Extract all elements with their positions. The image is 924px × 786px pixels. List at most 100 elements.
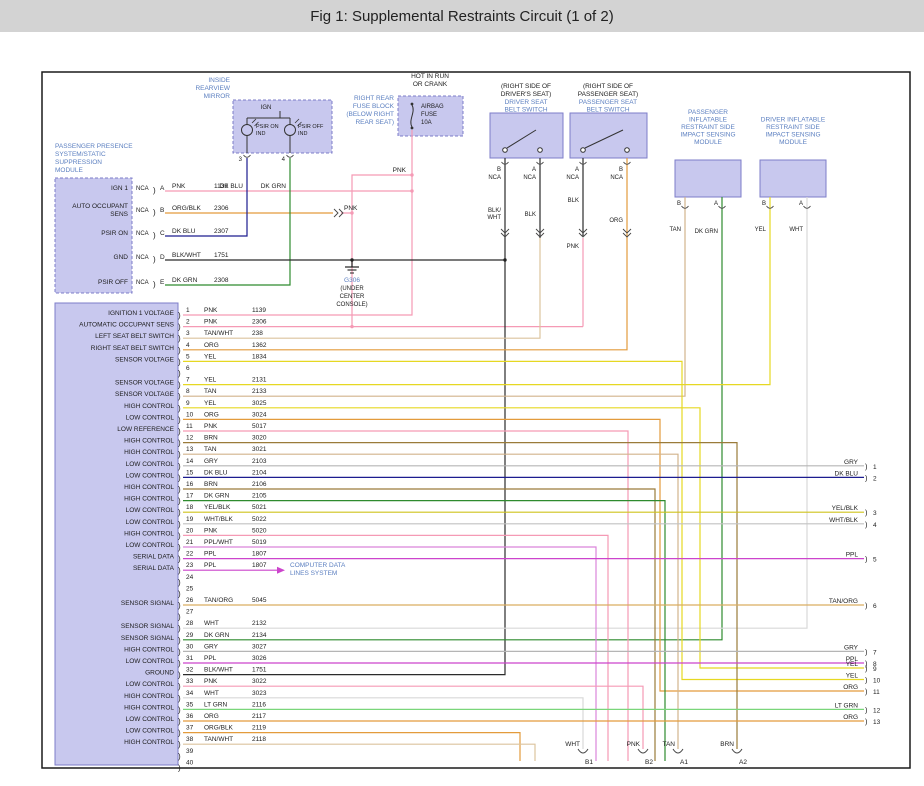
right-exit-number: 2	[873, 475, 877, 482]
ground-location-label: (UNDER	[340, 286, 364, 292]
connector-pin-number: 30	[186, 643, 194, 650]
driver-module-label: DRIVER INFLATABLE	[761, 117, 826, 124]
connector-pin-bracket: )	[178, 369, 181, 378]
connector-signal-label: LOW CONTROL	[126, 542, 175, 549]
connector-pin-bracket: )	[178, 497, 181, 506]
connector-wire-color: PNK	[204, 307, 218, 314]
right-exit-wire-label: YEL	[846, 661, 859, 668]
module-pin-letter: A	[714, 201, 718, 207]
junction-dot	[410, 173, 414, 177]
fuse-block-label: REAR SEAT)	[355, 119, 394, 126]
passenger-module-label: RESTRAINT SIDE	[681, 124, 735, 131]
switch-pin-letter: B	[619, 167, 623, 173]
connector-pin-number: 11	[186, 423, 193, 430]
connector-pin-number: 29	[186, 632, 194, 639]
connector-pin-bracket: )	[178, 381, 181, 390]
connector-pin-number: 38	[186, 736, 194, 743]
connector-signal-label: SENSOR SIGNAL	[121, 635, 174, 642]
connector-pin-number: 16	[186, 481, 194, 488]
connector-pin-number: 22	[186, 551, 194, 558]
connector-circuit-number: 1834	[252, 353, 267, 360]
connector-circuit-number: 3023	[252, 690, 267, 697]
pps-nca-label: NCA	[136, 231, 149, 237]
connector-pin-bracket: )	[178, 462, 181, 471]
wire-dk-grn	[165, 158, 291, 286]
pin-bracket	[243, 154, 251, 158]
connector-pin-bracket: )	[178, 682, 181, 691]
pps-pin-letter: C	[160, 230, 165, 237]
connector-circuit-number: 3020	[252, 435, 267, 442]
connector-wire-color: YEL	[204, 400, 217, 407]
fuse-block-label: (BELOW RIGHT	[346, 111, 394, 118]
pps-wire-color: BLK/WHT	[172, 252, 201, 259]
switch-nca-label: NCA	[523, 175, 536, 181]
connector-wire-color: ORG	[204, 713, 219, 720]
passenger-switch-location-label: PASSENGER SEAT)	[578, 91, 638, 98]
connector-pin-bracket: )	[178, 671, 181, 680]
mirror-label: MIRROR	[204, 93, 231, 100]
pin-bracket	[766, 205, 774, 209]
sdm-connector-block	[54, 302, 179, 766]
pps-pin-bracket: )	[153, 280, 156, 289]
connector-circuit-number: 5020	[252, 527, 267, 534]
connector-pin-bracket: )	[178, 357, 181, 366]
pps-wire-color: ORG/BLK	[172, 205, 202, 212]
wire-tan-wht	[183, 743, 536, 761]
connector-pin-bracket: )	[178, 601, 181, 610]
connector-pin-bracket: )	[178, 578, 181, 587]
wire-brn	[183, 442, 738, 749]
connector-circuit-number: 238	[252, 330, 263, 337]
connector-pin-number: 31	[186, 655, 194, 662]
pps-wire-color: DK GRN	[172, 277, 198, 284]
pps-pin-letter: E	[160, 279, 165, 286]
connector-wire-color: PPL	[204, 655, 217, 662]
connector-circuit-number: 1362	[252, 342, 267, 349]
symbol-line	[254, 121, 259, 127]
connector-wire-color: TAN/ORG	[204, 597, 233, 604]
connector-signal-label: HIGH CONTROL	[124, 449, 174, 456]
switch-terminal-icon	[580, 147, 586, 153]
wire-wht	[183, 697, 584, 749]
driver-module-label: RESTRAINT SIDE	[766, 124, 820, 131]
switch-terminal-icon	[502, 147, 508, 153]
figure-title: Fig 1: Supplemental Restraints Circuit (…	[310, 7, 614, 25]
bottom-exit-wire-label: BRN	[720, 741, 734, 748]
fuse-terminal-icon	[410, 126, 414, 130]
junction-dot	[350, 211, 354, 215]
right-exit-number: 7	[873, 649, 877, 656]
symbol-line	[294, 118, 300, 124]
fuse-element-icon	[410, 104, 414, 128]
right-exit-wire-label: ORG	[843, 684, 858, 691]
psir-off-ind-label: PSIR OFF	[298, 124, 324, 130]
connector-pin-bracket: )	[178, 694, 181, 703]
computer-data-arrow-icon	[277, 566, 285, 574]
connector-pin-number: 5	[186, 353, 190, 360]
connector-circuit-number: 2306	[252, 319, 267, 326]
right-exit-bracket: )	[865, 687, 868, 696]
switch-terminal-icon	[537, 147, 543, 153]
connector-pin-bracket: )	[178, 659, 181, 668]
connector-pin-bracket: )	[178, 636, 181, 645]
connector-pin-number: 10	[186, 411, 194, 418]
connector-wire-color: PNK	[204, 678, 218, 685]
wire-yel	[183, 197, 771, 386]
right-exit-number: 3	[873, 510, 877, 517]
connector-pin-number: 2	[186, 319, 190, 326]
connector-circuit-number: 2132	[252, 620, 267, 627]
right-exit-bracket: )	[865, 664, 868, 673]
connector-circuit-number: 2116	[252, 701, 266, 708]
driver-impact-module-box	[759, 159, 827, 198]
connector-wire-color: BRN	[204, 481, 218, 488]
driver-module-label: MODULE	[779, 139, 807, 146]
right-exit-number: 9	[873, 666, 877, 673]
connector-wire-color: BLK/WHT	[204, 667, 233, 674]
connector-circuit-number: 2134	[252, 632, 267, 639]
psir-on-ind-label: PSIR ON	[256, 124, 279, 130]
wire-label-yel: YEL	[755, 227, 767, 233]
hot-in-run-label: HOT IN RUN	[411, 73, 449, 80]
wire-label-pnk: PNK	[344, 205, 358, 212]
pps-row-name: SENS	[110, 211, 128, 218]
connector-wire-color: WHT	[204, 690, 219, 697]
right-exit-bracket: )	[865, 705, 868, 714]
